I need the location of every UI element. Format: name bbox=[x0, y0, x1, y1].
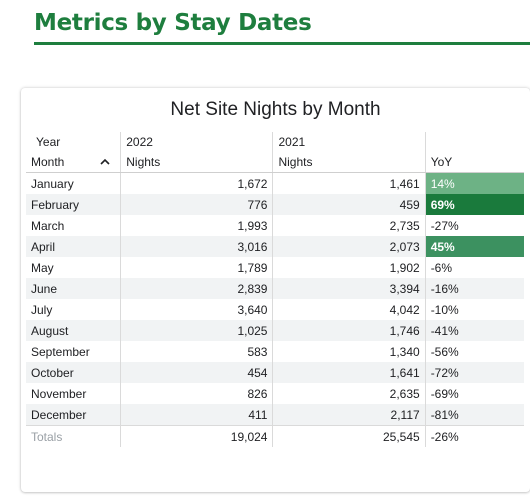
yoy-cell: -69% bbox=[424, 383, 524, 404]
nights-2022-header[interactable]: Nights bbox=[120, 152, 273, 173]
nights-2021-cell: 1,340 bbox=[272, 341, 426, 362]
yoy-cell: 14% bbox=[424, 172, 524, 194]
nights-2022-cell: 3,016 bbox=[120, 236, 273, 257]
month-cell: August bbox=[26, 320, 121, 341]
page-title: Metrics by Stay Dates bbox=[34, 10, 312, 36]
month-cell: December bbox=[26, 404, 121, 426]
table-row: September 583 1,340 -56% bbox=[26, 341, 524, 362]
heading-underline bbox=[34, 42, 530, 45]
month-header-label: Month bbox=[31, 155, 65, 169]
nights-2021-cell: 2,117 bbox=[272, 404, 426, 426]
yoy-cell: 69% bbox=[424, 194, 524, 215]
yoy-header[interactable]: YoY bbox=[424, 152, 524, 173]
totals-label: Totals bbox=[26, 425, 121, 447]
nights-2022-cell: 583 bbox=[120, 341, 273, 362]
year-2021-header[interactable]: 2021 bbox=[272, 132, 426, 152]
nights-2021-cell: 2,073 bbox=[272, 236, 426, 257]
table-row: August 1,025 1,746 -41% bbox=[26, 320, 524, 341]
month-cell: February bbox=[26, 194, 121, 215]
nights-2022-cell: 3,640 bbox=[120, 299, 273, 320]
yoy-cell: -56% bbox=[424, 341, 524, 362]
table-row: July 3,640 4,042 -10% bbox=[26, 299, 524, 320]
table-row: October 454 1,641 -72% bbox=[26, 362, 524, 383]
nights-2022-cell: 1,789 bbox=[120, 257, 273, 278]
nights-2022-cell: 2,839 bbox=[120, 278, 273, 299]
nights-2021-cell: 1,902 bbox=[272, 257, 426, 278]
pivot-table: Year 2022 2021 Month Nights Nights YoY J… bbox=[26, 132, 524, 447]
month-cell: April bbox=[26, 236, 121, 257]
yoy-cell: -41% bbox=[424, 320, 524, 341]
nights-2021-cell: 3,394 bbox=[272, 278, 426, 299]
month-cell: July bbox=[31, 302, 53, 317]
nights-2022-cell: 776 bbox=[120, 194, 273, 215]
nights-2022-cell: 411 bbox=[120, 404, 273, 426]
yoy-cell: -27% bbox=[424, 215, 524, 236]
month-cell: November bbox=[31, 386, 87, 401]
month-column-header[interactable]: Month bbox=[26, 152, 121, 173]
totals-row: Totals 19,024 25,545 -26% bbox=[26, 425, 524, 447]
nights-2022-cell: 454 bbox=[120, 362, 273, 383]
yoy-cell: -72% bbox=[424, 362, 524, 383]
month-cell: September bbox=[31, 344, 90, 359]
table-row: March 1,993 2,735 -27% bbox=[26, 215, 524, 236]
table-row: January 1,672 1,461 14% bbox=[26, 172, 524, 194]
month-cell: January bbox=[31, 176, 74, 191]
table-row: December 411 2,117 -81% bbox=[26, 404, 524, 426]
table-row: June 2,839 3,394 -16% bbox=[26, 278, 524, 299]
nights-2021-cell: 1,746 bbox=[272, 320, 426, 341]
nights-2021-header[interactable]: Nights bbox=[272, 152, 426, 173]
year-2022-header[interactable]: 2022 bbox=[120, 132, 273, 152]
yoy-year-header bbox=[424, 132, 524, 152]
table-row: May 1,789 1,902 -6% bbox=[26, 257, 524, 278]
yoy-cell: 45% bbox=[424, 236, 524, 257]
totals-2022-cell: 19,024 bbox=[120, 425, 273, 447]
yoy-cell: -16% bbox=[424, 278, 524, 299]
nights-2021-cell: 459 bbox=[272, 194, 426, 215]
table-row: February 776 459 69% bbox=[26, 194, 524, 215]
month-cell: June bbox=[26, 278, 121, 299]
totals-yoy-cell: -26% bbox=[424, 425, 524, 447]
table-row: November 826 2,635 -69% bbox=[26, 383, 524, 404]
table-row: April 3,016 2,073 45% bbox=[26, 236, 524, 257]
yoy-cell: -81% bbox=[424, 404, 524, 426]
nights-2022-cell: 1,672 bbox=[120, 172, 273, 194]
month-cell: October bbox=[26, 362, 121, 383]
month-cell: May bbox=[31, 260, 54, 275]
nights-2021-cell: 1,461 bbox=[272, 172, 426, 194]
nights-2021-cell: 2,735 bbox=[272, 215, 426, 236]
table-title: Net Site Nights by Month bbox=[170, 99, 381, 120]
nights-2021-cell: 4,042 bbox=[272, 299, 426, 320]
nights-2021-cell: 2,635 bbox=[272, 383, 426, 404]
totals-2021-cell: 25,545 bbox=[272, 425, 426, 447]
nights-2021-cell: 1,641 bbox=[272, 362, 426, 383]
month-cell: March bbox=[31, 218, 65, 233]
nights-2022-cell: 1,025 bbox=[120, 320, 273, 341]
yoy-cell: -6% bbox=[424, 257, 524, 278]
chevron-up-icon[interactable] bbox=[99, 156, 111, 168]
yoy-cell: -10% bbox=[424, 299, 524, 320]
nights-2022-cell: 826 bbox=[120, 383, 273, 404]
nights-2022-cell: 1,993 bbox=[120, 215, 273, 236]
table-card: Net Site Nights by Month Year 2022 2021 … bbox=[21, 88, 530, 492]
year-header: Year bbox=[36, 135, 61, 149]
